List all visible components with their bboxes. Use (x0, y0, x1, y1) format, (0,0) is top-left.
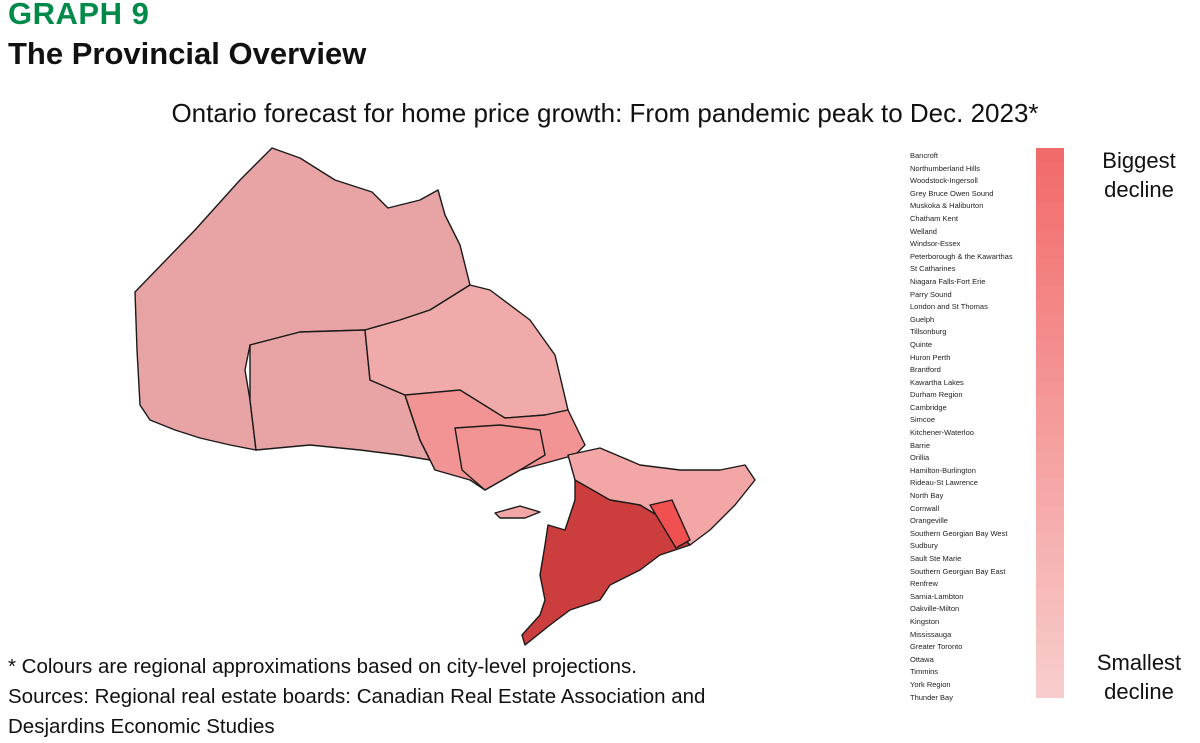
legend-swatch (1036, 505, 1064, 520)
legend-swatch (1036, 285, 1064, 300)
footnote-line-2: Sources: Regional real estate boards: Ca… (8, 685, 706, 708)
legend-swatch (1036, 491, 1064, 506)
legend-swatch (1036, 533, 1064, 547)
legend-item: Parry Sound (910, 289, 952, 299)
legend-item: North Bay (910, 491, 944, 501)
legend-swatch (1036, 381, 1064, 396)
legend-swatch (1036, 216, 1064, 231)
footnote: * Colours are regional approximations ba… (8, 652, 705, 742)
legend-swatch (1036, 409, 1064, 423)
legend-swatch (1036, 519, 1064, 533)
legend-swatch (1036, 464, 1064, 478)
legend-swatch (1036, 271, 1064, 286)
map-region-highlight (649, 499, 691, 549)
legend-item: Ottawa (910, 654, 934, 664)
legend-item: Huron Perth (910, 352, 951, 362)
legend-swatch (1036, 601, 1064, 616)
legend-item: Oakville-Milton (910, 604, 960, 614)
legend-item: Kitchener-Waterloo (910, 428, 974, 438)
legend-swatch (1036, 203, 1064, 217)
legend-swatch (1036, 629, 1064, 643)
legend-item: Greater Toronto (910, 642, 963, 652)
legend-swatch (1036, 478, 1064, 492)
legend-item: St Catharines (910, 264, 956, 274)
map-region-central-inner (454, 424, 546, 491)
legend-top-label: Biggest decline (1102, 148, 1176, 202)
legend-swatch (1036, 368, 1064, 382)
graph-label: GRAPH 9 (8, 0, 150, 31)
legend-item: Tillsonburg (910, 327, 947, 337)
legend-item: Cambridge (910, 402, 947, 412)
footnote-line-1: * Colours are regional approximations ba… (8, 655, 637, 678)
legend-item: Orangeville (910, 516, 948, 526)
legend-swatch (1036, 189, 1064, 203)
legend-item: Kingston (910, 616, 940, 626)
map-region-manitoulin (494, 505, 541, 519)
legend-item: Timmins (910, 667, 939, 677)
legend-swatch (1036, 684, 1064, 698)
legend-swatch (1036, 326, 1064, 341)
legend-swatch (1036, 574, 1064, 588)
legend-item: Niagara Falls-Fort Erie (910, 276, 986, 286)
legend-swatch (1036, 395, 1064, 410)
legend-item: Quinte (910, 339, 933, 349)
chart-title: Ontario forecast for home price growth: … (171, 98, 1039, 128)
legend-item: Durham Region (910, 390, 963, 400)
legend-item: Chatham Kent (910, 213, 958, 223)
legend-swatch (1036, 615, 1064, 630)
legend-item: Renfrew (910, 579, 938, 589)
legend-swatch (1036, 244, 1064, 258)
legend-swatch (1036, 560, 1064, 575)
legend-region-list: Bancroft Northumberland Hills Woodstock-In… (910, 150, 1040, 704)
legend-swatch (1036, 354, 1064, 368)
legend-item: Peterborough & the Kawarthas (910, 251, 1013, 261)
legend-item: Northumberland Hills (910, 163, 981, 173)
legend-item: Sarnia-Lambton (910, 591, 964, 601)
legend-swatch (1036, 656, 1064, 671)
legend-item: Sudbury (910, 541, 938, 551)
legend-item: Southern Georgian Bay West (910, 528, 1008, 538)
legend-item: Sault Ste Marie (910, 554, 962, 563)
legend-item: Simcoe (910, 415, 936, 425)
legend-swatch (1036, 588, 1064, 602)
legend-swatch (1036, 546, 1064, 561)
legend-item: Grey Bruce Owen Sound (910, 188, 994, 198)
legend-item: Cornwall (910, 503, 940, 513)
legend-swatch (1036, 643, 1064, 657)
legend-item: Rideau-St Lawrence (910, 478, 978, 488)
graph-title: The Provincial Overview (8, 36, 367, 71)
legend-item: Kawartha Lakes (910, 377, 964, 387)
legend-item: Thunder Bay (910, 692, 953, 702)
legend-item: Brantford (910, 365, 941, 375)
legend-item: Windsor-Essex (910, 239, 961, 249)
legend-item: Woodstock-Ingersoll (910, 176, 978, 186)
legend-swatch (1036, 340, 1064, 355)
legend-swatch (1036, 423, 1064, 437)
legend-item: Bancroft (910, 151, 938, 160)
legend-swatch (1036, 450, 1064, 465)
legend-item: Orillia (910, 453, 930, 463)
legend-item: Welland (910, 226, 937, 236)
legend-swatch (1036, 230, 1064, 245)
legend-swatch (1036, 436, 1064, 451)
legend-item: Southern Georgian Bay East (910, 566, 1006, 576)
legend-swatch (1036, 313, 1064, 327)
legend-swatch (1036, 175, 1064, 190)
legend-swatch (1036, 299, 1064, 313)
legend-item: Guelph (910, 314, 935, 324)
legend-color-bar (1036, 148, 1064, 698)
legend-item: Mississauga (910, 629, 952, 639)
footnote-line-3: Desjardins Economic Studies (8, 715, 275, 738)
legend-swatch (1036, 161, 1064, 176)
legend-item: London and St Thomas (910, 302, 988, 312)
legend-item: Hamilton-Burlington (910, 465, 976, 475)
legend-item: York Region (910, 679, 951, 689)
legend-swatch (1036, 148, 1064, 162)
legend-swatch (1036, 258, 1064, 272)
legend-item: Barrie (910, 440, 931, 450)
legend-bottom-label: Smallest decline (1096, 650, 1182, 704)
legend-item: Muskoka & Haliburton (910, 201, 984, 211)
legend-swatch (1036, 670, 1064, 685)
